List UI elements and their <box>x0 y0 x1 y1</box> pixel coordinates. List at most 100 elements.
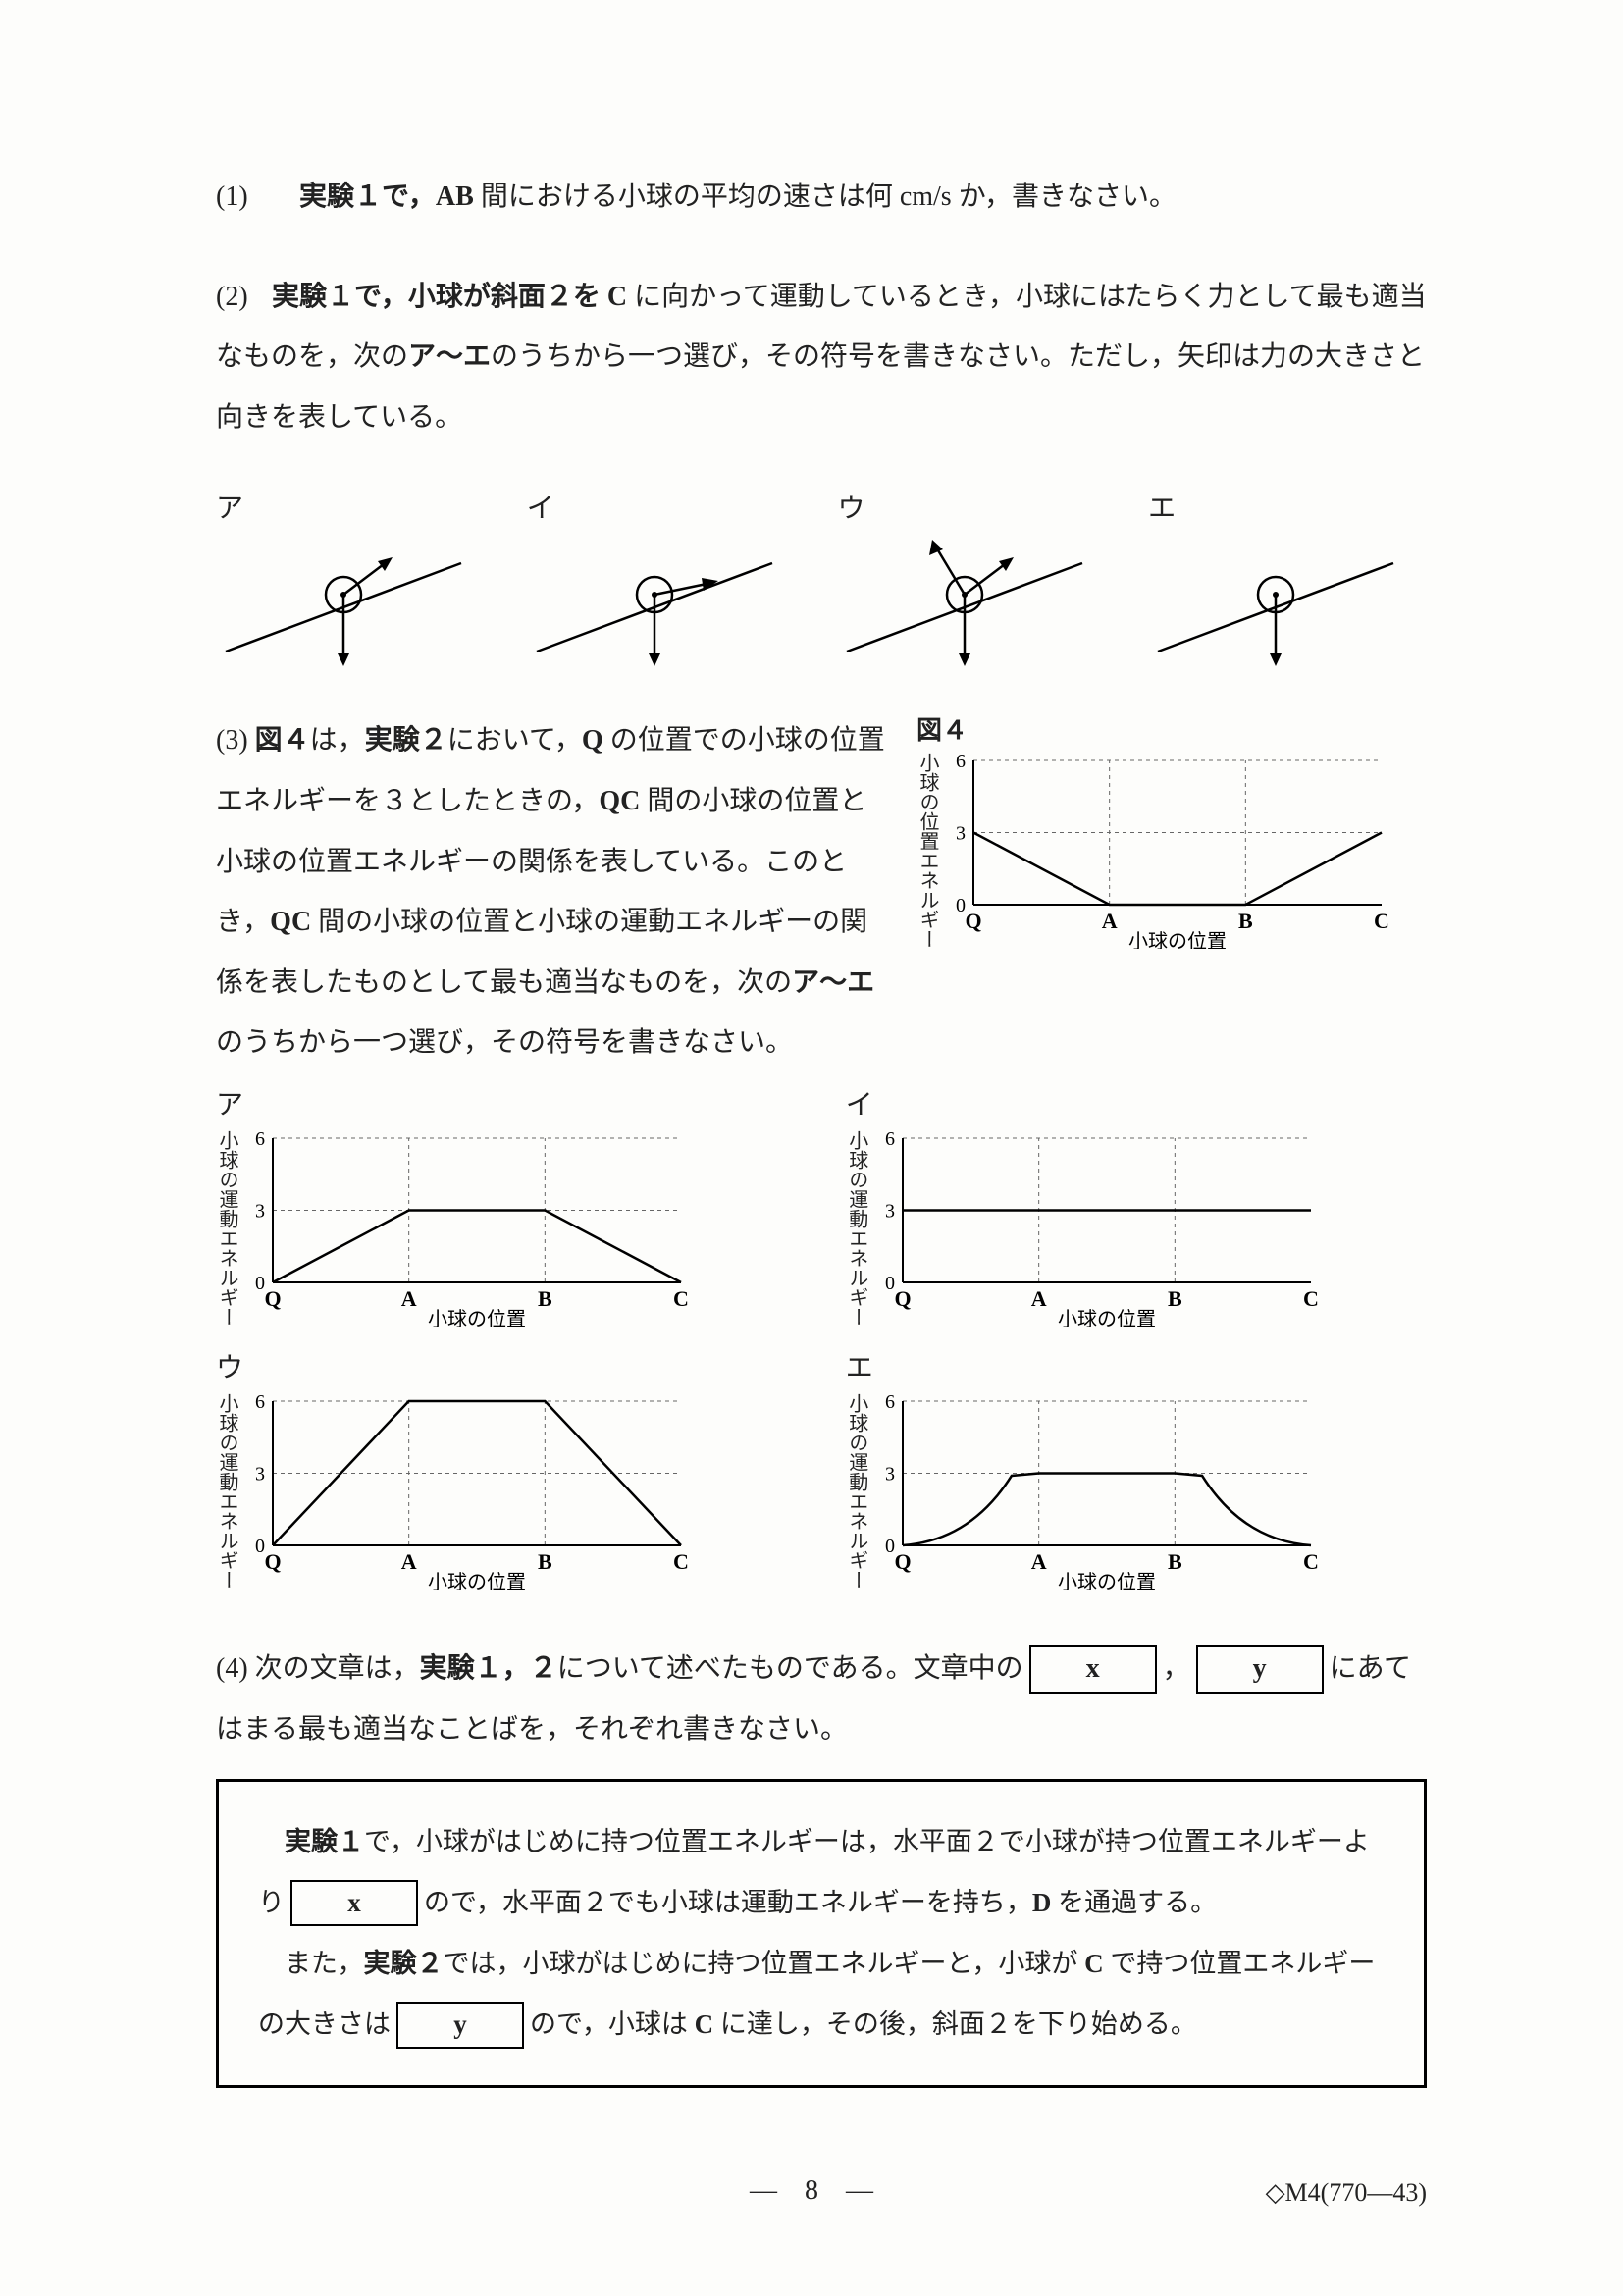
q3-bold4: QC <box>599 786 640 816</box>
box-b3: 実験２ <box>363 1949 443 1978</box>
box-blank-y: y <box>396 2002 524 2048</box>
q1-num: (1) <box>216 167 265 228</box>
question-2: (2) 実験１で，小球が斜面２を C に向かって運動しているとき，小球にはたらく… <box>216 267 1427 448</box>
svg-text:B: B <box>1238 909 1253 933</box>
q2-prefix: 実験１で，小球が斜面２を <box>272 282 607 312</box>
svg-text:3: 3 <box>255 1463 265 1485</box>
blank-x: x <box>1029 1645 1157 1694</box>
chart-e: 036QABC小球の位置 <box>867 1393 1319 1590</box>
q3-text5: 間の小球の位置と小球の運動エネルギーの関係を表したものとして最も適当なものを，次… <box>216 907 867 998</box>
q3-bold5: QC <box>270 907 311 937</box>
svg-text:A: A <box>1030 1286 1046 1311</box>
chart-ylabel: 小球の運動エネルギー <box>846 1393 867 1590</box>
q3-text: (3) 図４は，実験２において，Q の位置での小球の位置エネルギーを３としたとき… <box>216 710 916 1073</box>
chart-opt-label: エ <box>846 1346 1427 1385</box>
q2-opt-label: イ <box>527 487 806 526</box>
box-b2: D <box>1032 1888 1052 1917</box>
q2-opt-label: ア <box>216 487 495 526</box>
chart-a: 036QABC小球の位置 <box>237 1130 689 1327</box>
fig4-label: 図４ <box>916 710 1427 747</box>
svg-text:C: C <box>673 1286 689 1311</box>
blank-y: y <box>1196 1645 1324 1694</box>
chart-opt-label: ア <box>216 1083 797 1122</box>
q1-bold-exp <box>272 182 299 212</box>
chart-i: 036QABC小球の位置 <box>867 1130 1319 1327</box>
svg-text:小球の位置: 小球の位置 <box>1128 930 1227 949</box>
q1-bold1: AB <box>436 182 474 212</box>
box-t8: に達し，その後，斜面２を下り始める。 <box>713 2009 1197 2039</box>
box-t4: また， <box>285 1949 363 1978</box>
q1-text1: 間における小球の平均の速さは何 cm/s か，書きなさい。 <box>474 182 1177 212</box>
chart-ylabel: 小球の運動エネルギー <box>216 1393 237 1590</box>
question-1: (1) 実験１で，AB 間における小球の平均の速さは何 cm/s か，書きなさい… <box>216 167 1427 228</box>
svg-text:6: 6 <box>956 753 966 772</box>
exam-page: (1) 実験１で，AB 間における小球の平均の速さは何 cm/s か，書きなさい… <box>0 0 1623 2296</box>
svg-text:小球の位置: 小球の位置 <box>1058 1571 1156 1590</box>
svg-text:B: B <box>538 1549 552 1574</box>
q4-text1: 次の文章は， <box>255 1653 420 1684</box>
svg-text:小球の位置: 小球の位置 <box>1058 1308 1156 1327</box>
q2-options: ア イ ウ <box>216 487 1427 671</box>
chart-opt-label: ウ <box>216 1346 797 1385</box>
fig4-ylabel: 小球の位置エネルギー <box>916 753 938 949</box>
q3-bold3: Q <box>582 725 603 756</box>
svg-text:A: A <box>401 1549 417 1574</box>
q3-chart-i: イ 小球の運動エネルギー 036QABC小球の位置 <box>846 1083 1427 1327</box>
force-diagram-i <box>527 534 782 671</box>
svg-text:A: A <box>401 1286 417 1311</box>
box-t7: ので，小球は <box>530 2009 695 2039</box>
svg-text:3: 3 <box>885 1463 895 1485</box>
box-t3: を通過する。 <box>1051 1888 1217 1917</box>
svg-text:3: 3 <box>956 823 966 845</box>
box-b4: C <box>1084 1949 1104 1978</box>
q4-num: (4) <box>216 1653 248 1684</box>
svg-text:Q: Q <box>965 909 981 933</box>
question-3: (3) 図４は，実験２において，Q の位置での小球の位置エネルギーを３としたとき… <box>216 710 1427 1073</box>
q2-option-i: イ <box>527 487 806 671</box>
box-t5: では，小球がはじめに持つ位置エネルギーと，小球が <box>443 1949 1084 1978</box>
svg-text:B: B <box>1168 1549 1182 1574</box>
q3-chart-a: ア 小球の運動エネルギー 036QABC小球の位置 <box>216 1083 797 1327</box>
svg-text:小球の位置: 小球の位置 <box>428 1308 526 1327</box>
svg-text:3: 3 <box>885 1200 895 1222</box>
q4-text3: ， <box>1163 1653 1190 1684</box>
chart-ylabel: 小球の運動エネルギー <box>216 1130 237 1327</box>
q4-bold1: 実験１，２ <box>420 1653 557 1684</box>
force-diagram-e <box>1148 534 1403 671</box>
chart-ylabel: 小球の運動エネルギー <box>846 1130 867 1327</box>
q3-chart-u: ウ 小球の運動エネルギー 036QABC小球の位置 <box>216 1346 797 1590</box>
svg-text:C: C <box>673 1549 689 1574</box>
svg-text:A: A <box>1102 909 1118 933</box>
q2-option-u: ウ <box>837 487 1116 671</box>
svg-text:C: C <box>1374 909 1389 933</box>
svg-text:Q: Q <box>894 1286 911 1311</box>
q2-option-a: ア <box>216 487 495 671</box>
svg-text:Q: Q <box>894 1549 911 1574</box>
box-blank-x: x <box>290 1880 418 1926</box>
svg-text:6: 6 <box>885 1393 895 1413</box>
svg-text:小球の位置: 小球の位置 <box>428 1571 526 1590</box>
question-4: (4) 次の文章は，実験１，２について述べたものである。文章中のx，yにあてはま… <box>216 1639 1427 2088</box>
q4-text2: について述べたものである。文章中の <box>557 1653 1023 1684</box>
svg-text:C: C <box>1303 1286 1319 1311</box>
q2-option-e: エ <box>1148 487 1427 671</box>
box-b5: C <box>695 2009 714 2039</box>
box-b1a: 実験１ <box>285 1827 364 1856</box>
q3-chart-e: エ 小球の運動エネルギー 036QABC小球の位置 <box>846 1346 1427 1590</box>
q3-bold2: 実験２ <box>365 725 447 756</box>
svg-text:C: C <box>1303 1549 1319 1574</box>
fig4-wrap: 図４ 小球の位置エネルギー 036QABC小球の位置 <box>916 710 1427 949</box>
q3-chart-options: ア 小球の運動エネルギー 036QABC小球の位置 イ 小球の運動エネルギー 0… <box>216 1083 1427 1609</box>
q2-bold1: C <box>607 282 627 312</box>
q1-prefix: 実験１で， <box>299 182 436 212</box>
q3-text1: は， <box>310 725 365 756</box>
svg-text:B: B <box>1168 1286 1182 1311</box>
q2-opt-label: エ <box>1148 487 1427 526</box>
box-t2: ので，水平面２でも小球は運動エネルギーを持ち， <box>424 1888 1032 1917</box>
chart-u: 036QABC小球の位置 <box>237 1393 689 1590</box>
fig4-chart: 036QABC小球の位置 <box>938 753 1389 949</box>
q3-bold6: ア～エ <box>792 967 874 998</box>
q3-text2: において， <box>447 725 582 756</box>
svg-text:A: A <box>1030 1549 1046 1574</box>
q3-text6: のうちから一つ選び，その符号を書きなさい。 <box>216 1027 793 1058</box>
